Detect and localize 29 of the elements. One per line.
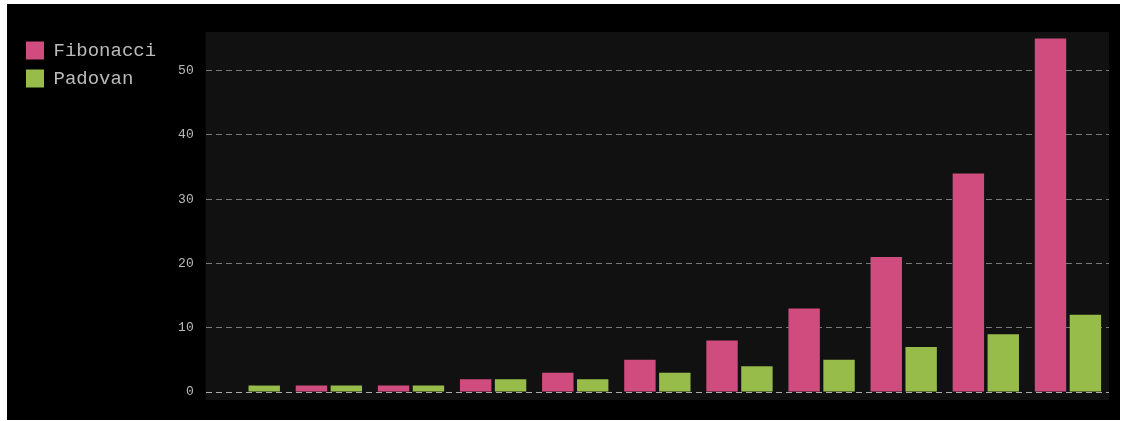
bar [706, 340, 738, 392]
bar [295, 385, 328, 392]
bar [952, 173, 985, 392]
y-tick-label: 20 [178, 255, 194, 271]
bar [412, 385, 445, 392]
bar [905, 347, 937, 392]
bar [330, 385, 363, 392]
bar [741, 366, 773, 392]
bar [542, 372, 574, 392]
bar [659, 372, 691, 392]
bar [788, 308, 820, 392]
bar [1034, 38, 1067, 392]
bar [377, 385, 410, 392]
bar [1069, 314, 1102, 392]
bar [248, 385, 280, 392]
y-tick-label: 0 [185, 384, 194, 400]
bar [624, 359, 656, 392]
bar [870, 257, 902, 392]
bar [823, 359, 855, 392]
y-tick-label: 50 [178, 63, 194, 79]
bar [494, 379, 527, 392]
legend-label: Padovan [53, 67, 134, 90]
bar [576, 379, 609, 392]
bar [987, 334, 1019, 392]
y-tick-label: 10 [178, 320, 194, 336]
bar [459, 379, 492, 392]
y-tick-label: 40 [178, 127, 194, 143]
legend-label: Fibonacci [53, 39, 157, 62]
y-tick-label: 30 [178, 191, 194, 207]
